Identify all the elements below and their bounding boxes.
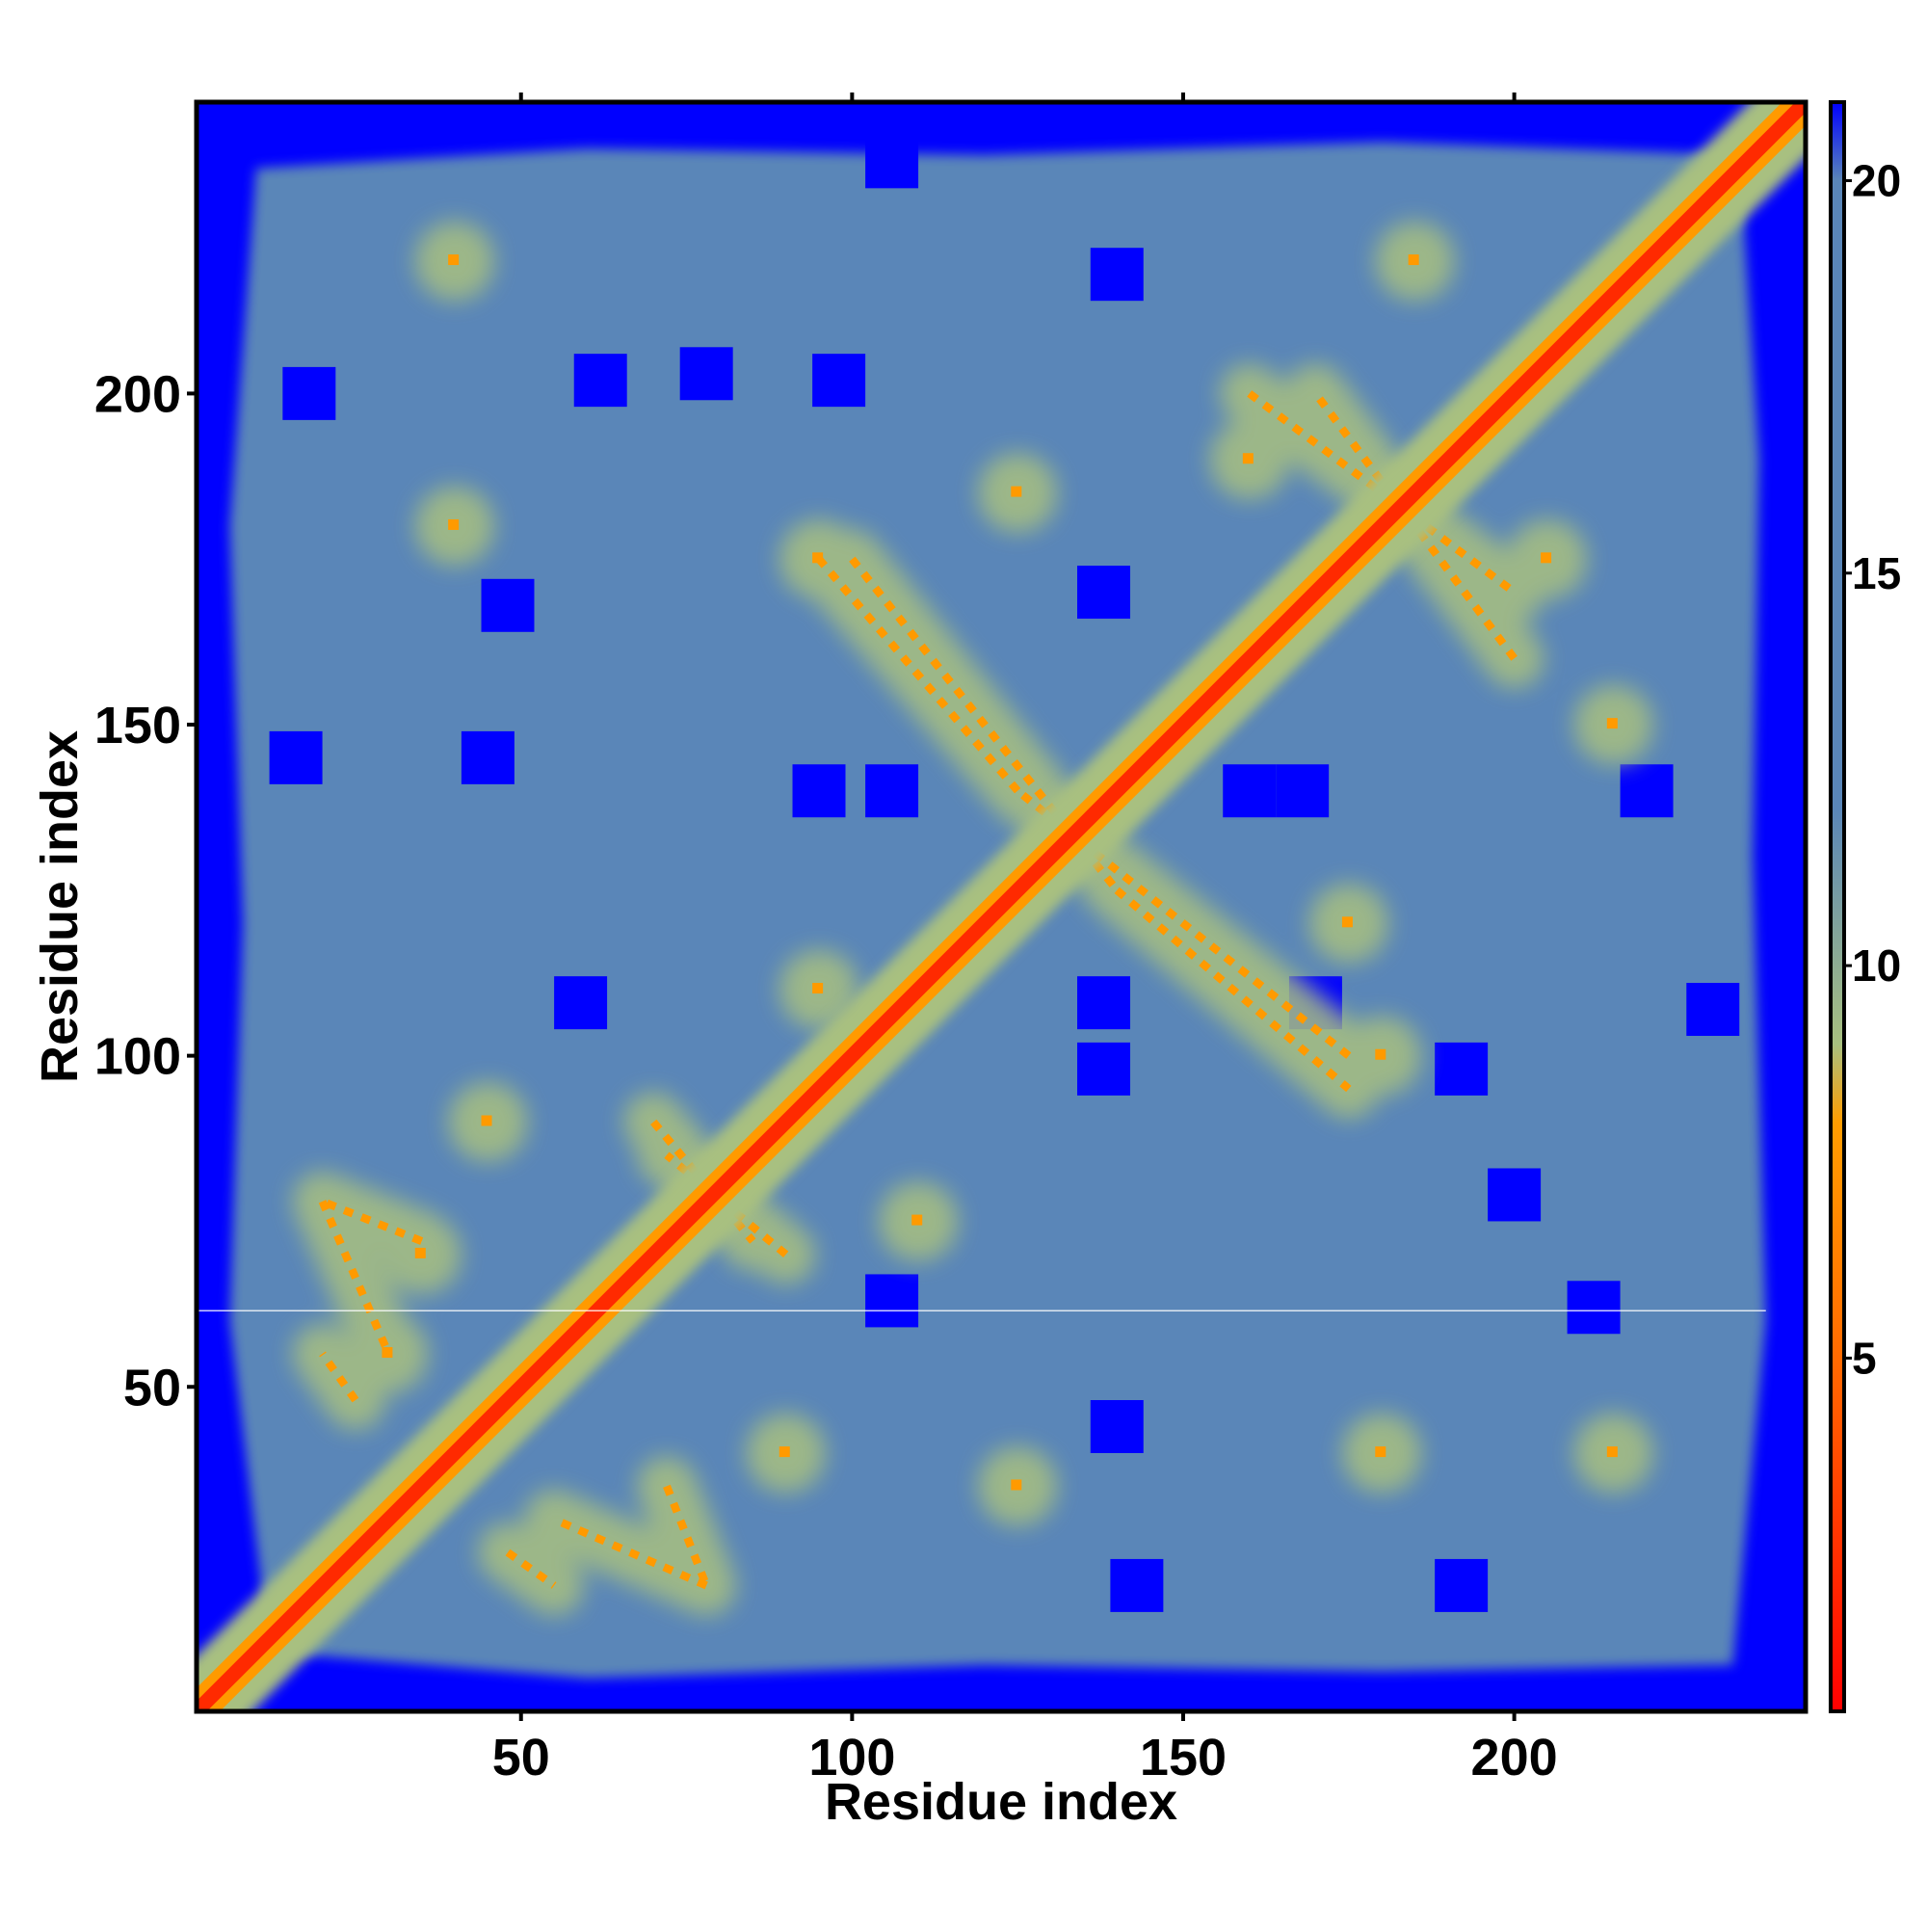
contact-patch [1375, 1446, 1386, 1458]
far-patch [1090, 1399, 1144, 1453]
contact-patch [1011, 1479, 1022, 1491]
contact-patch [812, 983, 824, 994]
y-tick-label: 200 [94, 365, 181, 423]
contact-patch [1375, 1048, 1386, 1060]
far-patch [865, 135, 919, 189]
contact-patch [1606, 718, 1618, 729]
contact-patch [1242, 453, 1254, 464]
contact-patch [1011, 486, 1022, 497]
far-patch [679, 347, 733, 401]
far-patch [1077, 1042, 1131, 1096]
far-patch [1110, 1558, 1164, 1612]
y-axis: 50 100 150 200 [94, 365, 197, 1416]
colorbar-tick-label: 10 [1852, 940, 1901, 991]
plot-area [197, 102, 1806, 1711]
contact-patch [414, 1247, 426, 1258]
far-patch [269, 730, 323, 784]
contact-band-halo [637, 1456, 737, 1616]
contact-band-mirror [815, 556, 1021, 794]
contact-band-mirror [552, 1515, 708, 1590]
x-tick-label: 100 [808, 1729, 895, 1786]
x-tick-label: 150 [1140, 1729, 1227, 1786]
contact-patch [382, 1347, 393, 1359]
far-patch [1488, 1168, 1542, 1222]
far-patch [1435, 1042, 1489, 1096]
contact-patch [448, 518, 460, 530]
far-patch [1077, 976, 1131, 1030]
far-patch [1567, 1281, 1621, 1335]
diagonal-band [197, 102, 1806, 1711]
far-patch [481, 578, 535, 632]
contact-band [1114, 887, 1352, 1093]
far-patch [792, 764, 846, 818]
contact-patch [1606, 1446, 1618, 1458]
far-patch [1686, 983, 1740, 1037]
far-patch [461, 730, 515, 784]
contact-band-halo-mirror [292, 1323, 385, 1430]
y-tick-label: 150 [94, 697, 181, 754]
far-patch [1435, 1558, 1489, 1612]
far-patch [865, 764, 919, 818]
colorbar-tick-label: 20 [1852, 155, 1901, 205]
far-patch [1276, 764, 1330, 818]
diagonal-core [197, 102, 1806, 1711]
colorbar-tick-label: 15 [1852, 548, 1901, 598]
far-patch [282, 366, 336, 420]
far-patch [1090, 248, 1144, 302]
contact-band-halo [478, 1522, 585, 1616]
x-axis: 50 100 150 200 [492, 93, 1558, 1786]
contact-patch [1341, 916, 1353, 928]
contact-patch [481, 1115, 492, 1126]
far-patch [1077, 566, 1131, 620]
colorbar: 5 10 15 20 [1829, 100, 1901, 1713]
colorbar-scale [1829, 100, 1846, 1713]
x-tick-label: 200 [1471, 1729, 1558, 1786]
y-tick-label: 50 [123, 1359, 181, 1416]
y-tick-label: 100 [94, 1028, 181, 1086]
x-axis-title: Residue index [825, 1773, 1177, 1831]
y-axis-title: Residue index [31, 730, 89, 1083]
far-patch [1223, 764, 1277, 818]
far-patch [1620, 764, 1674, 818]
contact-patch [1408, 254, 1419, 266]
far-patch [865, 1274, 919, 1328]
contact-patch [779, 1446, 790, 1458]
x-tick-label: 50 [492, 1729, 550, 1786]
contact-patch [911, 1214, 923, 1226]
plot-frame [194, 99, 1808, 1714]
contact-band [318, 1200, 393, 1356]
contact-patch [812, 552, 824, 564]
contact-patch [1541, 552, 1552, 564]
far-patch [573, 354, 627, 408]
colorbar-tick-label: 5 [1852, 1333, 1877, 1383]
far-patch [554, 976, 608, 1030]
far-patch [812, 354, 866, 408]
contact-patch [448, 254, 460, 266]
